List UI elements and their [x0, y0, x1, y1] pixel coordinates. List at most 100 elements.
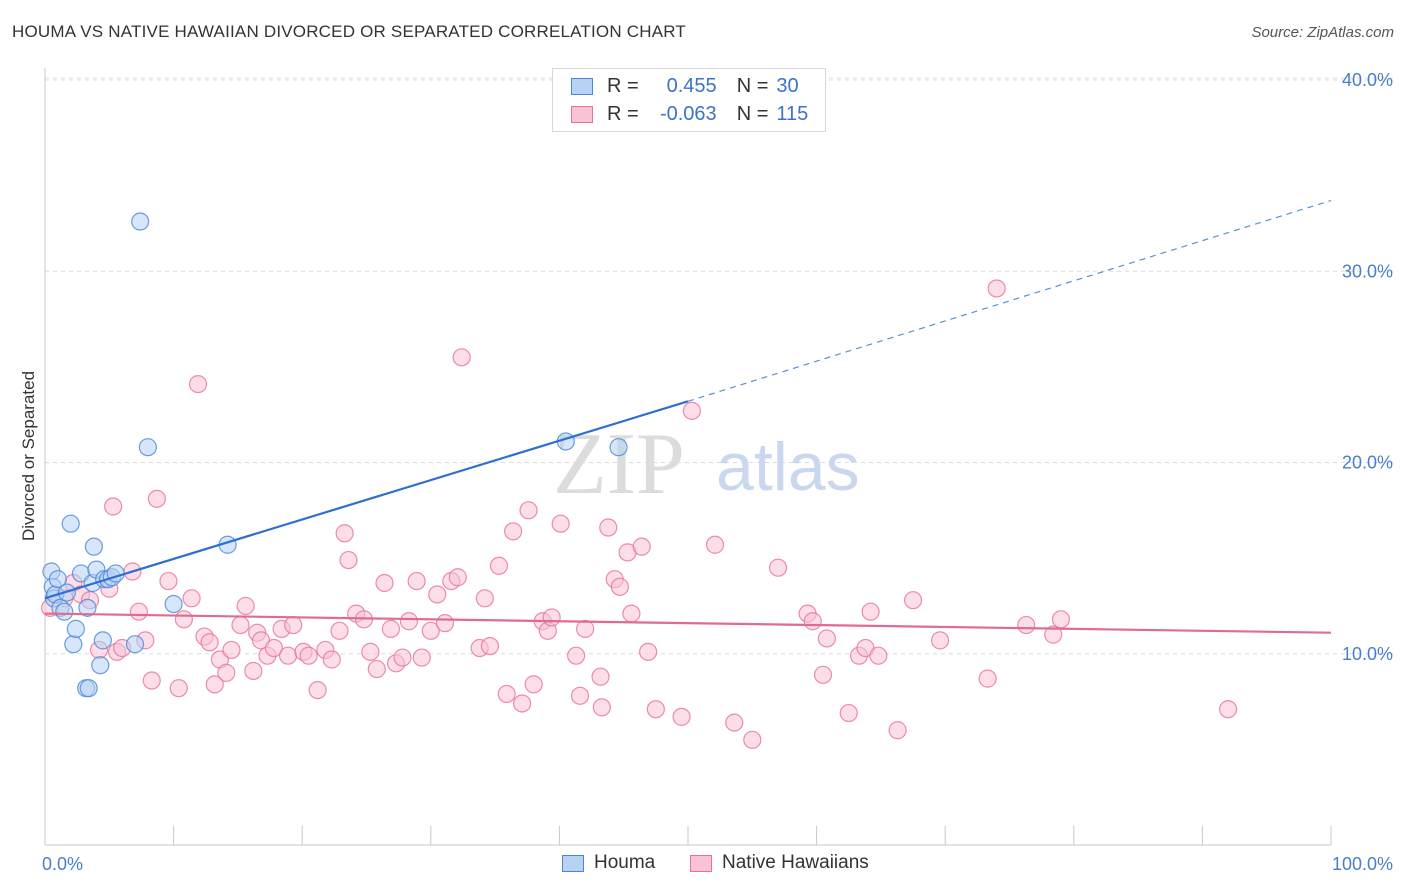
legend-swatch-houma — [571, 77, 593, 95]
hawaiian-point — [452, 348, 471, 367]
hawaiian-point — [768, 558, 788, 577]
hawaiian-point — [1017, 615, 1036, 635]
watermark: ZIP atlas — [553, 416, 860, 513]
hawaiian-point — [682, 401, 701, 420]
hawaiian-point — [542, 608, 561, 627]
hawaiian-point — [205, 675, 224, 694]
hawaiian-point — [504, 522, 523, 541]
hawaiian-point — [174, 610, 193, 629]
hawaiian-point — [188, 374, 208, 394]
hawaiian-point — [803, 612, 822, 631]
houma-point — [131, 212, 150, 231]
hawaiian-point — [448, 568, 467, 587]
houma-point — [48, 570, 67, 589]
hawaiian-point — [705, 535, 725, 554]
y-tick-label: 30.0% — [1342, 261, 1393, 281]
houma-trend-extension — [687, 199, 1332, 402]
hawaiian-point — [551, 514, 570, 533]
houma-point — [93, 631, 112, 650]
hawaiian-point — [339, 550, 358, 570]
hawaiian-point — [497, 684, 516, 704]
gridlines — [45, 77, 1393, 655]
hawaiian-point — [264, 638, 284, 658]
hawaiian-point — [200, 633, 219, 652]
series-native-hawaiians — [41, 279, 1238, 749]
hawaiian-point — [399, 612, 419, 631]
hawaiian-point — [592, 698, 611, 717]
y-tick-labels: 10.0% 20.0% 30.0% 40.0% — [1342, 70, 1393, 664]
hawaiian-point — [147, 489, 166, 508]
hawaiian-point — [1044, 625, 1063, 644]
bottom-legend-houma: Houma — [562, 852, 655, 874]
houma-point — [91, 656, 110, 675]
hawaiian-point — [646, 700, 665, 719]
hawaiian-point — [480, 636, 500, 656]
hawaiian-point — [330, 621, 349, 640]
legend-n-label: N = — [736, 102, 769, 125]
y-tick-label: 20.0% — [1342, 453, 1393, 473]
hawaiian-point — [361, 642, 380, 661]
hawaiian-point — [987, 279, 1006, 298]
hawaiian-point — [839, 703, 858, 723]
legend: R = 0.455 N = 30 R = -0.063 N = 115 — [552, 68, 826, 132]
houma-point — [61, 514, 80, 533]
houma-point — [66, 619, 85, 638]
hawaiian-point — [813, 665, 833, 684]
houma-point — [609, 438, 628, 457]
houma-point — [125, 635, 145, 654]
bottom-label-houma: Houma — [594, 852, 656, 873]
hawaiian-point — [513, 694, 532, 713]
legend-r-value: -0.063 — [659, 102, 717, 125]
hawaiian-point — [428, 585, 447, 604]
series-houma — [42, 212, 628, 698]
hawaiian-point — [978, 669, 997, 688]
hawaiian-point — [182, 589, 201, 608]
hawaiian-point — [278, 646, 298, 665]
legend-n-value: 115 — [776, 102, 809, 125]
bottom-legend-hawaiian: Native Hawaiians — [690, 852, 869, 874]
hawaiian-point — [393, 648, 412, 667]
hawaiian-point — [1219, 700, 1238, 719]
hawaiian-trend-line — [44, 612, 1332, 634]
hawaiian-point — [222, 640, 241, 660]
x-ticks — [44, 826, 1332, 845]
bottom-swatch-hawaiian — [690, 854, 712, 872]
hawaiian-point — [489, 556, 509, 575]
trend-lines — [44, 199, 1332, 634]
hawaiian-point — [159, 571, 178, 591]
hawaiian-point — [407, 571, 426, 591]
houma-point — [55, 602, 74, 621]
watermark-zip: ZIP — [553, 416, 685, 513]
hawaiian-point — [308, 680, 327, 700]
hawaiian-point — [412, 648, 431, 667]
legend-n-value: 30 — [776, 74, 799, 97]
hawaiian-point — [1051, 610, 1071, 629]
houma-point — [138, 438, 157, 457]
hawaiian-point — [169, 679, 188, 698]
legend-row-houma: R = 0.455 N = 30 — [571, 73, 799, 99]
hawaiian-point — [817, 629, 836, 648]
legend-r-label: R = — [607, 74, 639, 97]
hawaiian-point — [381, 619, 401, 638]
hawaiian-point — [861, 602, 880, 621]
hawaiian-point — [231, 615, 250, 635]
bottom-swatch-houma — [562, 854, 584, 872]
hawaiian-point — [632, 537, 651, 556]
hawaiian-point — [244, 661, 263, 681]
hawaiian-point — [903, 591, 923, 610]
hawaiian-point — [367, 659, 386, 679]
legend-n-label: N = — [736, 74, 769, 97]
houma-point — [79, 679, 98, 698]
hawaiian-point — [217, 663, 236, 682]
bottom-label-hawaiian: Native Hawaiians — [722, 852, 869, 873]
legend-r-value: 0.455 — [666, 74, 717, 97]
hawaiian-point — [142, 671, 161, 690]
houma-point — [164, 594, 183, 614]
hawaiian-point — [335, 524, 354, 543]
hawaiian-point — [639, 642, 658, 661]
watermark-atlas: atlas — [716, 429, 860, 505]
hawaiian-point — [104, 497, 123, 516]
y-axis-label: Divorced or Separated — [19, 371, 38, 541]
hawaiian-point — [570, 686, 590, 705]
